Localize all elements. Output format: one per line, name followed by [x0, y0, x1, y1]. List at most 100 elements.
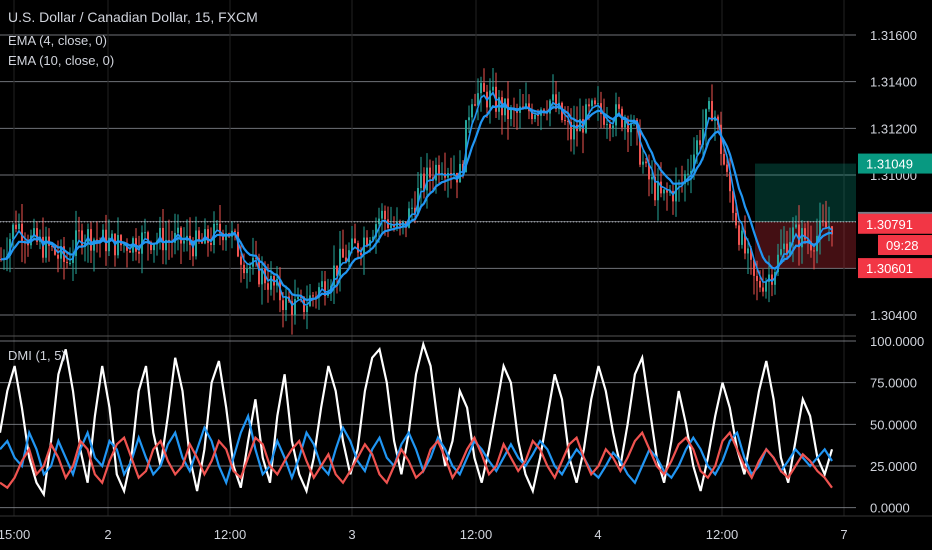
candle-body	[474, 104, 476, 106]
candle-body	[525, 103, 527, 108]
candle-body	[747, 248, 749, 254]
candle-body	[783, 243, 785, 250]
candle-body	[354, 238, 356, 244]
candle-body	[207, 229, 209, 243]
price-badge: 1.30791	[858, 213, 932, 234]
candle-body	[357, 243, 359, 253]
candle-body	[312, 295, 314, 297]
candle-body	[468, 117, 470, 121]
take-profit-zone	[755, 163, 856, 222]
candle-body	[798, 224, 800, 248]
time-axis[interactable]: 15:00 2 12:00 3 12:00 4 12:00 7	[0, 515, 932, 542]
candle-body	[33, 228, 35, 236]
candle-body	[243, 264, 245, 274]
candle-body	[300, 296, 302, 298]
candle-body	[489, 90, 491, 108]
candle-body	[618, 104, 620, 109]
candle-body	[612, 125, 614, 129]
ema-slow-line	[0, 104, 833, 302]
candle-body	[792, 227, 794, 243]
candle-body	[285, 296, 287, 311]
candle-body	[729, 171, 731, 192]
dmi-legend[interactable]: DMI (1, 5)	[8, 348, 66, 363]
position-tool[interactable]	[755, 163, 856, 269]
candle-body	[423, 173, 425, 191]
candle-body	[123, 244, 125, 246]
candle-body	[45, 236, 47, 258]
candle-body	[54, 246, 56, 255]
candle-body	[642, 161, 644, 165]
candle-body	[471, 104, 473, 118]
candle-body	[483, 83, 485, 92]
candle-body	[36, 228, 38, 242]
candle-body	[588, 104, 590, 107]
symbol-title[interactable]: U.S. Dollar / Canadian Dollar, 15, FXCM	[8, 9, 258, 25]
ema-slow-legend[interactable]: EMA (10, close, 0)	[8, 53, 115, 68]
candle-body	[372, 236, 374, 241]
candle-body	[630, 123, 632, 133]
candle-body	[804, 228, 806, 240]
candle-body	[522, 106, 524, 108]
candle-body	[147, 232, 149, 243]
candle-body	[18, 223, 20, 230]
candle-body	[723, 153, 725, 165]
candle-body	[420, 173, 422, 189]
candle-body	[807, 239, 809, 242]
candle-body	[672, 191, 674, 202]
candle-body	[180, 227, 182, 244]
candle-body	[339, 248, 341, 276]
candle-body	[390, 225, 392, 229]
candle-body	[492, 86, 494, 91]
ema-fast-line	[0, 90, 833, 307]
candle-body	[78, 230, 80, 232]
time-tick-label: 15:00	[0, 527, 30, 542]
candle-body	[126, 244, 128, 251]
candle-body	[705, 109, 707, 130]
candle-body	[702, 129, 704, 145]
candle-body	[291, 301, 293, 316]
candle-body	[465, 120, 467, 173]
candle-body	[831, 226, 833, 235]
dmi-tick-label: 25.0000	[870, 459, 917, 474]
candle-body	[297, 296, 299, 300]
dmi-adx-line	[0, 340, 834, 498]
candle-body	[597, 103, 599, 105]
candle-body	[60, 246, 62, 259]
candle-body	[606, 124, 608, 126]
candle-body	[795, 224, 797, 228]
candle-body	[534, 115, 536, 120]
candle-body	[216, 223, 218, 225]
price-badge-label: 09:28	[886, 238, 919, 253]
price-badge-bg	[858, 258, 932, 279]
price-badge: 1.31049	[858, 153, 932, 174]
candle-body	[771, 274, 773, 285]
candle-body	[651, 176, 653, 180]
candle-body	[699, 140, 701, 145]
candle-body	[12, 224, 14, 240]
candle-body	[531, 111, 533, 120]
candle-body	[756, 275, 758, 282]
time-tick-label: 12:00	[214, 527, 247, 542]
candle-body	[411, 207, 413, 209]
candle-body	[567, 120, 569, 123]
candle-body	[594, 100, 596, 105]
candle-body	[375, 224, 377, 237]
candle-body	[381, 210, 383, 219]
ema-lines	[0, 90, 833, 307]
candle-body	[654, 176, 656, 201]
candle-body	[780, 249, 782, 255]
candle-body	[480, 83, 482, 94]
candle-body	[762, 287, 764, 292]
candle-body	[663, 189, 665, 194]
price-grid	[0, 0, 856, 516]
dmi-axis[interactable]: 100.0000 75.0000 50.0000 25.0000 0.0000	[870, 334, 924, 516]
price-badge-label: 1.31049	[866, 157, 913, 172]
candle-body	[711, 101, 713, 121]
candle-body	[591, 100, 593, 107]
candle-body	[183, 240, 185, 244]
candle-body	[366, 237, 368, 246]
ema-fast-legend[interactable]: EMA (4, close, 0)	[8, 33, 107, 48]
candle-body	[117, 235, 119, 256]
candle-body	[822, 220, 824, 222]
candle-body	[144, 232, 146, 234]
